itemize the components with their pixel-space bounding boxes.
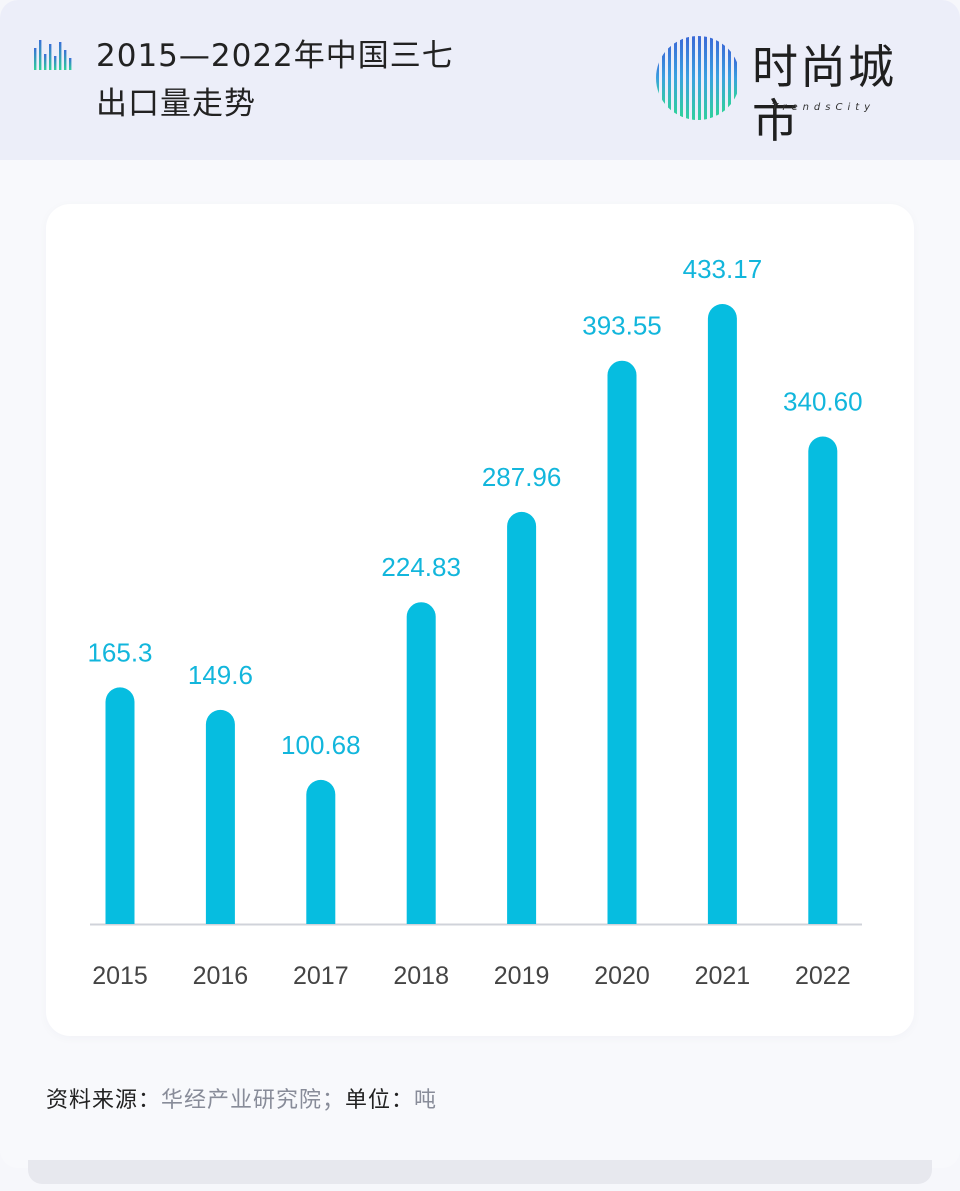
bottom-edge — [28, 1160, 932, 1184]
x-tick-label-2019: 2019 — [494, 962, 550, 990]
brand-subtitle: TrendsCity — [772, 102, 876, 113]
bar-2015 — [105, 687, 135, 924]
x-tick-label-2016: 2016 — [193, 962, 249, 990]
bar-2020 — [607, 360, 637, 924]
value-label-2020: 393.55 — [582, 311, 662, 341]
x-tick-label-2015: 2015 — [92, 962, 148, 990]
unit-label: 单位： — [345, 1088, 415, 1113]
x-tick-label-2018: 2018 — [393, 962, 449, 990]
source-label: 资料来源： — [46, 1088, 162, 1113]
title-line-2: 出口量走势 — [96, 86, 256, 122]
value-label-2021: 433.17 — [683, 254, 763, 284]
x-tick-label-2022: 2022 — [795, 962, 851, 990]
value-label-2017: 100.68 — [281, 730, 361, 760]
value-label-2018: 224.83 — [381, 552, 461, 582]
source-note: 资料来源：华经产业研究院；单位：吨 — [46, 1082, 437, 1114]
source-value: 华经产业研究院； — [161, 1088, 346, 1113]
bar-2022 — [808, 436, 838, 924]
header: 2015—2022年中国三七 出口量走势 — [0, 0, 960, 160]
value-label-2016: 149.6 — [188, 660, 253, 690]
bar-chart-icon — [34, 40, 72, 70]
brand-name: 时尚城市 — [752, 40, 896, 148]
chart-title: 2015—2022年中国三七 出口量走势 — [96, 32, 556, 128]
chart-card: 165.3 2015 149.6 2016 100.68 2017 224.83 2018 28… — [46, 204, 914, 1036]
bar-2021 — [707, 304, 737, 924]
x-tick-label-2017: 2017 — [293, 962, 349, 990]
value-label-2022: 340.60 — [783, 386, 863, 416]
bar-2018 — [406, 602, 436, 924]
unit-value: 吨 — [414, 1088, 438, 1113]
bar-chart: 165.3 2015 149.6 2016 100.68 2017 224.83 2018 28… — [87, 254, 863, 990]
bar-2017 — [306, 779, 336, 924]
x-tick-label-2021: 2021 — [695, 962, 751, 990]
x-tick-label-2020: 2020 — [594, 962, 650, 990]
bar-2019 — [507, 511, 537, 924]
value-label-2019: 287.96 — [482, 462, 562, 492]
bar-2016 — [205, 709, 235, 924]
brand: 时尚城市 TrendsCity — [652, 30, 922, 148]
title-line-1: 2015—2022年中国三七 — [96, 38, 454, 74]
trendscity-logo — [656, 36, 737, 120]
value-label-2015: 165.3 — [87, 637, 152, 667]
